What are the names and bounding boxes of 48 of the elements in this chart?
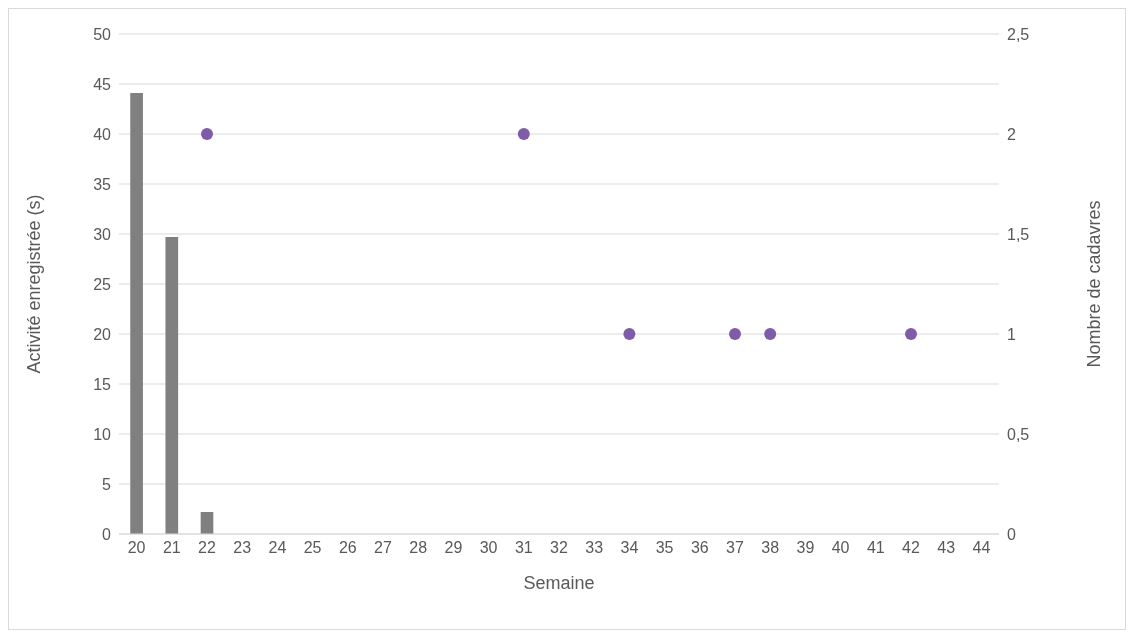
y-tick-label: 50 xyxy=(93,25,112,43)
x-tick-label: 37 xyxy=(726,539,744,557)
y-tick-label: 30 xyxy=(93,225,112,243)
y-tick-label: 5 xyxy=(102,475,112,493)
y2-tick-label: 0 xyxy=(1007,525,1016,543)
x-tick-label: 32 xyxy=(550,539,568,557)
x-tick-label: 34 xyxy=(620,539,639,557)
bar xyxy=(165,237,179,534)
x-tick-label: 24 xyxy=(268,539,287,557)
y-tick-label: 20 xyxy=(93,325,112,343)
x-tick-label: 21 xyxy=(162,539,181,557)
y2-axis-title: Nombre de cadavres xyxy=(1084,200,1105,368)
y-tick-label: 15 xyxy=(93,375,112,393)
x-tick-label: 38 xyxy=(761,539,780,557)
x-tick-label: 42 xyxy=(902,539,920,557)
y2-tick-label: 0,5 xyxy=(1007,425,1030,443)
x-tick-label: 23 xyxy=(233,539,252,557)
y-tick-label: 35 xyxy=(93,175,112,193)
y2-tick-label: 2,5 xyxy=(1007,25,1030,43)
x-tick-label: 25 xyxy=(303,539,322,557)
x-tick-label: 26 xyxy=(338,539,357,557)
x-tick-label: 41 xyxy=(866,539,885,557)
y2-tick-label: 1,5 xyxy=(1007,225,1030,243)
x-tick-label: 40 xyxy=(831,539,850,557)
x-tick-label: 35 xyxy=(655,539,674,557)
x-tick-label: 33 xyxy=(585,539,604,557)
x-tick-label: 28 xyxy=(409,539,428,557)
x-axis-title: Semaine xyxy=(523,573,595,593)
y-tick-label: 40 xyxy=(93,125,112,143)
x-tick-label: 31 xyxy=(514,539,533,557)
y-tick-label: 25 xyxy=(93,275,112,293)
y-tick-label: 10 xyxy=(93,425,112,443)
y2-tick-label: 2 xyxy=(1007,125,1016,143)
x-tick-label: 27 xyxy=(374,539,392,557)
bar xyxy=(130,93,143,534)
y-axis-title: Activité enregistrée (s) xyxy=(24,194,45,374)
x-tick-label: 36 xyxy=(690,539,709,557)
x-tick-label: 29 xyxy=(444,539,463,557)
x-tick-label: 22 xyxy=(198,539,216,557)
x-tick-label: 39 xyxy=(796,539,815,557)
x-tick-label: 43 xyxy=(937,539,956,557)
x-tick-label: 44 xyxy=(972,539,991,557)
y2-tick-label: 1 xyxy=(1007,325,1016,343)
y-tick-label: 0 xyxy=(102,525,112,543)
x-tick-label: 30 xyxy=(479,539,498,557)
bar xyxy=(200,512,214,534)
x-tick-label: 20 xyxy=(127,539,146,557)
y-tick-label: 45 xyxy=(93,75,112,93)
